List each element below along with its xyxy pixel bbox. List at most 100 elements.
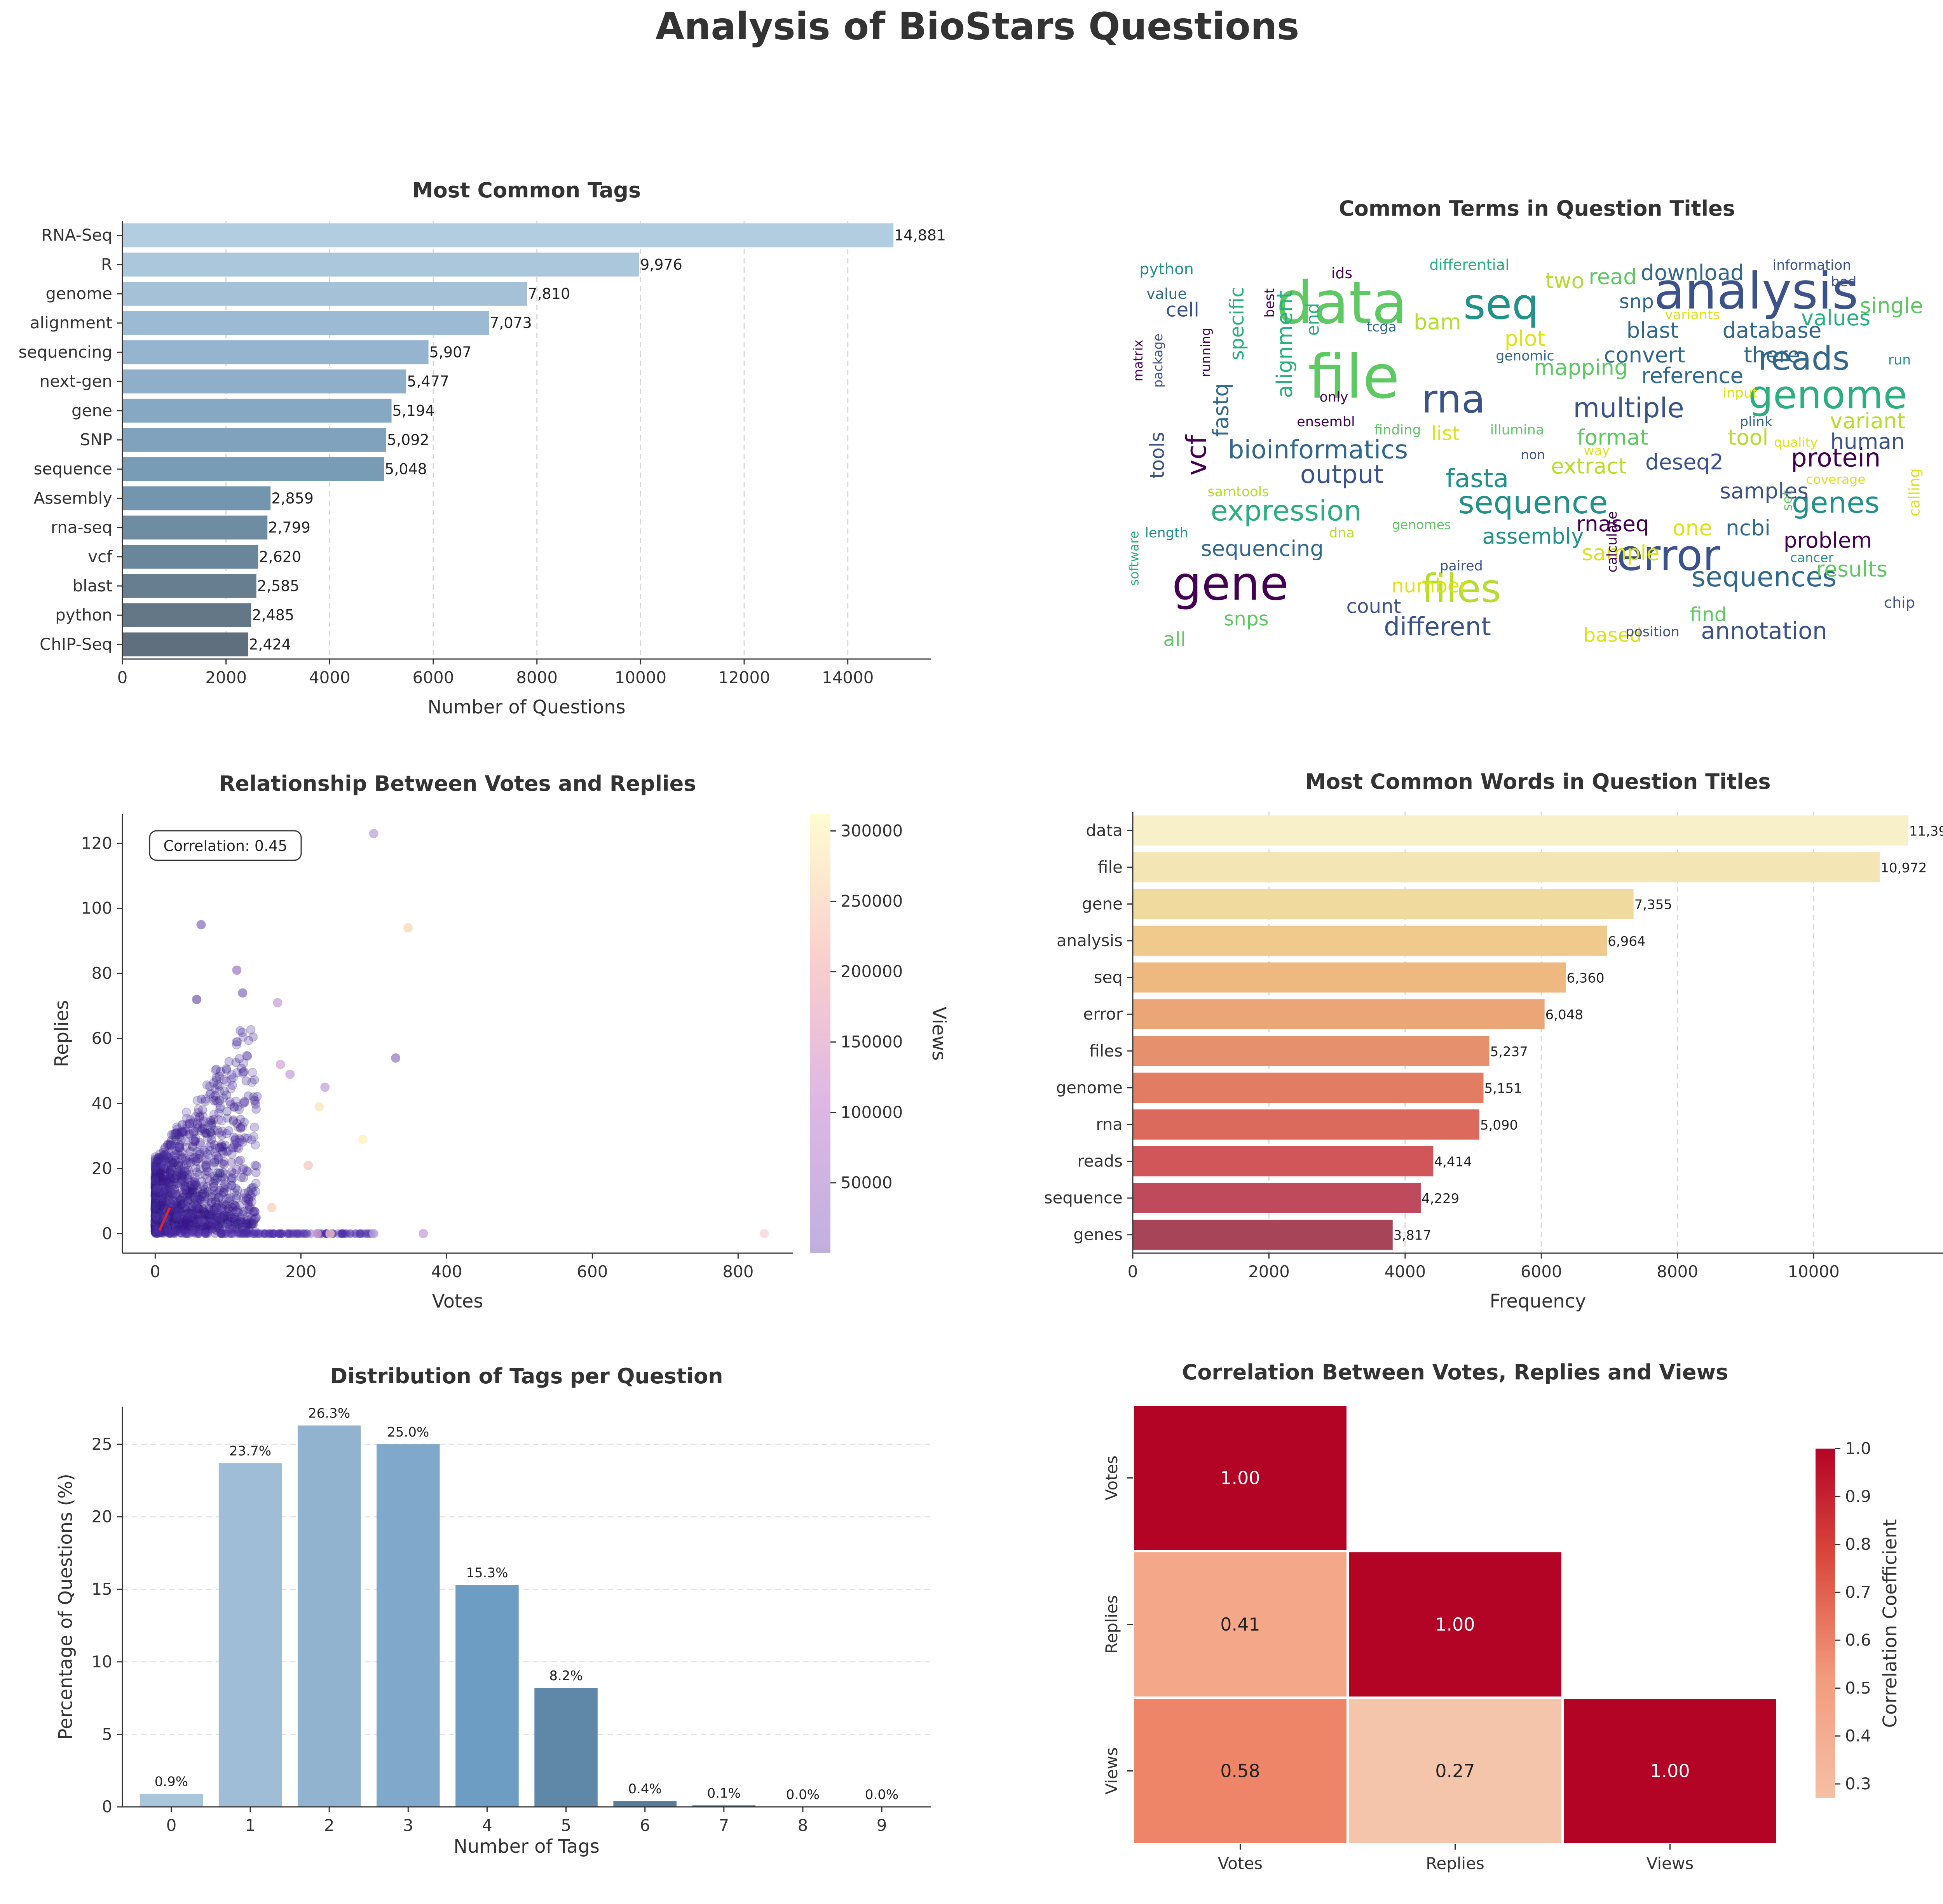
scatter-point <box>215 1215 225 1225</box>
scatter-point <box>151 1175 160 1185</box>
scatter-point <box>180 1188 190 1198</box>
bar-value-label: 6,048 <box>1545 1007 1583 1023</box>
scatter-point <box>163 1224 173 1233</box>
bar-value-label: 2,799 <box>268 519 310 536</box>
scatter-point <box>235 1215 245 1224</box>
scatter-point <box>325 1229 335 1238</box>
scatter-point <box>238 1222 248 1232</box>
scatter-point <box>153 1215 162 1224</box>
scatter-point <box>283 1229 292 1238</box>
scatter-point <box>158 1184 167 1194</box>
scatter-point <box>162 1171 172 1180</box>
scatter-point <box>162 1222 172 1231</box>
scatter-point <box>193 1209 202 1219</box>
scatter-point <box>299 1229 308 1238</box>
scatter-point <box>200 1190 210 1200</box>
scatter-point <box>154 1173 164 1183</box>
scatter-point <box>209 1182 219 1192</box>
scatter-point <box>150 1221 160 1231</box>
scatter-point <box>164 1178 173 1187</box>
scatter-point <box>201 1160 211 1170</box>
scatter-point <box>243 1167 253 1177</box>
scatter-point <box>179 1198 188 1208</box>
scatter-point <box>215 1095 225 1105</box>
scatter-point <box>216 1210 226 1220</box>
scatter-point <box>176 1195 185 1205</box>
scatter-point <box>170 1226 180 1235</box>
scatter-point <box>167 1212 177 1222</box>
scatter-point <box>150 1199 160 1208</box>
scatter-point <box>218 1148 228 1158</box>
scatter-point <box>153 1196 162 1205</box>
scatter-point <box>151 1210 161 1220</box>
scatter-point <box>150 1177 160 1187</box>
correlation-annotation-box <box>149 830 302 861</box>
scatter-point <box>218 1202 228 1212</box>
colorbar-tick-label: 0.4 <box>1845 1726 1871 1745</box>
scatter-point <box>178 1127 188 1137</box>
scatter-point <box>227 1224 237 1234</box>
scatter-point <box>157 1204 167 1214</box>
scatter-point <box>206 1119 216 1129</box>
scatter-point <box>247 1135 256 1145</box>
scatter-point <box>153 1200 163 1210</box>
scatter-point <box>153 1215 163 1225</box>
scatter-point <box>180 1180 190 1190</box>
scatter-point <box>171 1208 180 1218</box>
scatter-point <box>206 1139 216 1149</box>
scatter-point <box>173 1128 183 1138</box>
scatter-point <box>153 1156 163 1166</box>
scatter-point <box>152 1209 162 1219</box>
scatter-point <box>237 1027 247 1037</box>
chart-title: Most Common Words in Question Titles <box>1305 769 1770 794</box>
scatter-point <box>249 1092 258 1102</box>
scatter-point <box>152 1190 161 1200</box>
word-cloud-word: data <box>1276 269 1408 337</box>
scatter-point <box>155 1198 165 1208</box>
scatter-point <box>155 1187 164 1197</box>
scatter-point <box>242 1166 251 1175</box>
scatter-point <box>188 1213 197 1222</box>
scatter-point <box>150 1205 160 1214</box>
scatter-point <box>152 1213 162 1222</box>
scatter-point <box>169 1212 179 1222</box>
scatter-point <box>174 1207 184 1217</box>
bar-value-label: 3,817 <box>1394 1228 1431 1243</box>
scatter-point <box>200 1223 210 1233</box>
scatter-point <box>239 1173 249 1182</box>
scatter-point <box>211 1075 221 1085</box>
scatter-point <box>206 1128 215 1137</box>
scatter-point <box>184 1130 194 1139</box>
x-tick-label: 3 <box>403 1816 413 1835</box>
heatmap-cell-value: 1.00 <box>1650 1761 1690 1782</box>
scatter-point <box>172 1202 181 1212</box>
scatter-point <box>211 1225 220 1234</box>
scatter-point <box>191 1153 201 1163</box>
scatter-point <box>180 1210 189 1219</box>
scatter-point <box>176 1222 185 1232</box>
scatter-point <box>213 1173 222 1183</box>
scatter-point <box>153 1214 163 1224</box>
scatter-point <box>170 1219 180 1228</box>
scatter-point <box>215 1168 225 1178</box>
scatter-point <box>157 1199 167 1209</box>
scatter-point <box>162 1225 172 1235</box>
scatter-point <box>150 1179 160 1189</box>
scatter-point <box>150 1205 160 1215</box>
scatter-point <box>167 1163 176 1172</box>
scatter-point <box>183 1174 193 1184</box>
bar <box>122 486 271 511</box>
scatter-point <box>210 1157 220 1167</box>
scatter-point <box>179 1162 189 1172</box>
scatter-point <box>192 1200 202 1210</box>
scatter-point <box>177 1147 187 1157</box>
scatter-point <box>238 1069 248 1078</box>
scatter-point <box>206 1116 216 1125</box>
scatter-point <box>202 1133 212 1142</box>
scatter-point <box>193 1221 202 1231</box>
scatter-point <box>208 1224 217 1234</box>
scatter-point <box>151 1227 160 1236</box>
scatter-point <box>185 1194 194 1204</box>
category-label: SNP <box>80 430 112 449</box>
scatter-point <box>227 1173 237 1183</box>
